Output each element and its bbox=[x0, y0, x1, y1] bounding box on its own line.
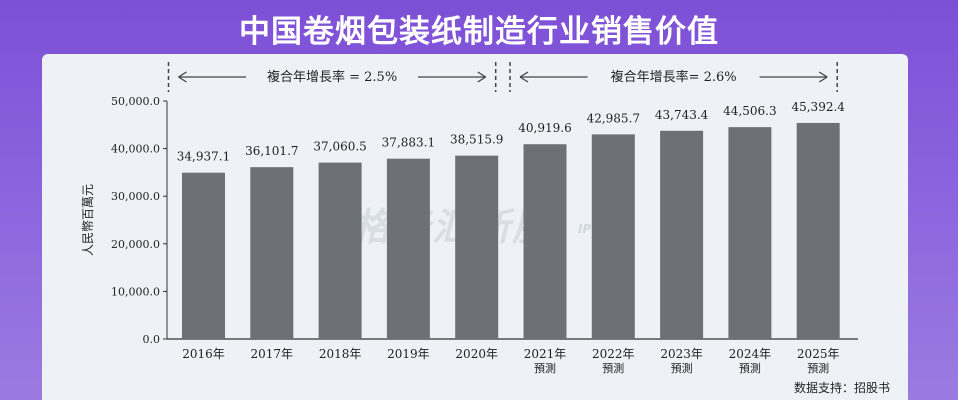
x-tick-label: 2016年 bbox=[182, 347, 225, 361]
x-tick-sublabel: 預測 bbox=[534, 361, 556, 375]
data-label: 37,883.1 bbox=[382, 136, 435, 150]
x-tick-sublabel: 預測 bbox=[739, 361, 761, 375]
x-tick-label: 2023年 bbox=[660, 347, 703, 361]
x-tick-label: 2022年 bbox=[592, 347, 635, 361]
bar bbox=[728, 127, 772, 339]
y-tick-label: 10,000.0 bbox=[111, 285, 160, 298]
x-tick-sublabel: 預測 bbox=[602, 361, 624, 375]
bar bbox=[523, 144, 567, 339]
x-tick-label: 2018年 bbox=[319, 347, 362, 361]
x-tick-label: 2019年 bbox=[387, 347, 430, 361]
bar bbox=[591, 134, 635, 339]
x-tick-label: 2021年 bbox=[524, 347, 567, 361]
cagr-annotation: 複合年增長率 = 2.5% bbox=[267, 69, 397, 85]
data-label: 45,392.4 bbox=[791, 100, 845, 114]
data-label: 37,060.5 bbox=[313, 140, 366, 154]
watermark-logo: 格隆汇新股 bbox=[352, 205, 553, 249]
data-label: 44,506.3 bbox=[723, 104, 776, 118]
arrow-right-head bbox=[818, 71, 828, 83]
y-tick-label: 50,000.0 bbox=[111, 95, 160, 108]
data-label: 38,515.9 bbox=[450, 133, 503, 147]
bar bbox=[660, 130, 704, 339]
arrow-right-head bbox=[477, 71, 487, 83]
source-note: 数据支持：招股书 bbox=[793, 381, 890, 395]
bar bbox=[182, 172, 225, 339]
arrow-left-head bbox=[519, 71, 529, 83]
y-tick-label: 30,000.0 bbox=[111, 190, 160, 203]
x-tick-label: 2020年 bbox=[455, 347, 498, 361]
x-tick-label: 2025年 bbox=[797, 347, 840, 361]
bar bbox=[796, 122, 840, 339]
y-axis-label: 人民幣百萬元 bbox=[81, 184, 95, 256]
bar bbox=[455, 155, 499, 339]
x-tick-label: 2024年 bbox=[729, 347, 772, 361]
x-tick-sublabel: 預測 bbox=[671, 361, 693, 375]
data-label: 34,937.1 bbox=[177, 150, 230, 164]
arrow-left-head bbox=[178, 71, 187, 83]
data-label: 42,985.7 bbox=[587, 111, 640, 125]
data-label: 36,101.7 bbox=[245, 144, 298, 158]
cagr-annotation: 複合年增長率= 2.6% bbox=[611, 69, 737, 85]
y-tick-label: 0.0 bbox=[143, 333, 161, 346]
bar bbox=[386, 158, 430, 339]
bar bbox=[250, 167, 294, 339]
x-tick-sublabel: 預測 bbox=[807, 361, 829, 375]
page-title: 中国卷烟包装纸制造行业销售价值 bbox=[239, 14, 719, 50]
data-label: 43,743.4 bbox=[655, 108, 709, 122]
y-tick-label: 20,000.0 bbox=[111, 238, 160, 251]
data-label: 40,919.6 bbox=[518, 121, 571, 135]
y-tick-label: 40,000.0 bbox=[111, 143, 160, 156]
bar bbox=[318, 162, 362, 339]
x-tick-label: 2017年 bbox=[251, 347, 294, 361]
